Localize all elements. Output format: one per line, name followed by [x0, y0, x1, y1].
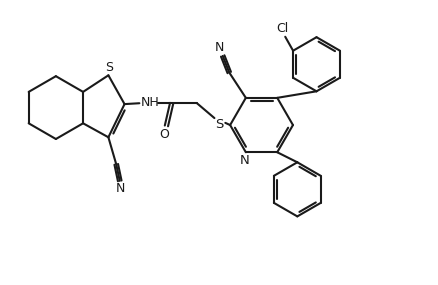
Text: S: S	[215, 118, 223, 131]
Text: O: O	[159, 128, 168, 141]
Text: S: S	[105, 61, 113, 74]
Text: NH: NH	[141, 96, 159, 109]
Text: N: N	[116, 182, 125, 195]
Text: N: N	[215, 41, 224, 54]
Text: Cl: Cl	[276, 23, 288, 35]
Text: N: N	[240, 154, 249, 167]
